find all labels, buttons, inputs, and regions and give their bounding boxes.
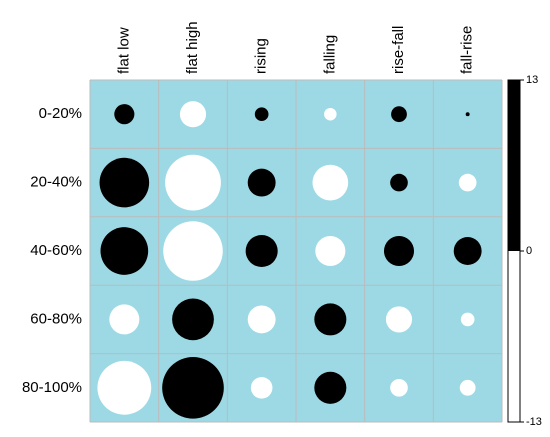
- balloon: [314, 371, 347, 404]
- balloon: [385, 306, 413, 333]
- balloon: [250, 376, 273, 399]
- balloon: [114, 104, 135, 125]
- balloon: [245, 234, 278, 268]
- row-label: 20-40%: [30, 174, 82, 191]
- balloon: [459, 379, 476, 396]
- colorbar-tick-label: 13: [526, 74, 538, 86]
- row-label: 40-60%: [30, 242, 82, 259]
- balloon: [109, 304, 140, 335]
- balloon: [390, 173, 408, 192]
- balloon: [162, 356, 224, 419]
- balloon: [100, 227, 149, 275]
- column-label: rise-fall: [390, 26, 407, 74]
- balloon: [314, 303, 347, 336]
- balloon: [97, 360, 152, 415]
- column-label: flat low: [115, 27, 132, 74]
- column-label: falling: [321, 35, 338, 74]
- balloon: [315, 235, 346, 267]
- balloon: [460, 312, 475, 327]
- balloon: [179, 101, 207, 128]
- balloon: [458, 173, 477, 192]
- column-label: flat high: [184, 21, 201, 74]
- row-label: 0-20%: [39, 105, 82, 122]
- balloon: [383, 235, 415, 267]
- colorbar-negative: [508, 251, 520, 422]
- colorbar-tick-label: -13: [526, 416, 542, 428]
- column-label: rising: [253, 38, 270, 74]
- balloon: [99, 157, 150, 208]
- balloon: [391, 106, 407, 123]
- balloon: [247, 168, 276, 197]
- balloon: [465, 112, 470, 117]
- balloon: [163, 221, 223, 281]
- column-label: fall-rise: [459, 26, 476, 74]
- balloon: [453, 237, 482, 265]
- balloon: [324, 107, 337, 121]
- balloon: [390, 378, 408, 397]
- balloon: [247, 305, 276, 334]
- colorbar-tick-label: 0: [526, 245, 532, 257]
- row-label: 80-100%: [22, 379, 82, 396]
- balloon: [312, 164, 349, 201]
- row-label: 60-80%: [30, 310, 82, 327]
- balloon: [172, 298, 214, 341]
- balloon: [165, 154, 221, 211]
- balloon: [254, 107, 269, 122]
- colorbar-positive: [508, 80, 520, 251]
